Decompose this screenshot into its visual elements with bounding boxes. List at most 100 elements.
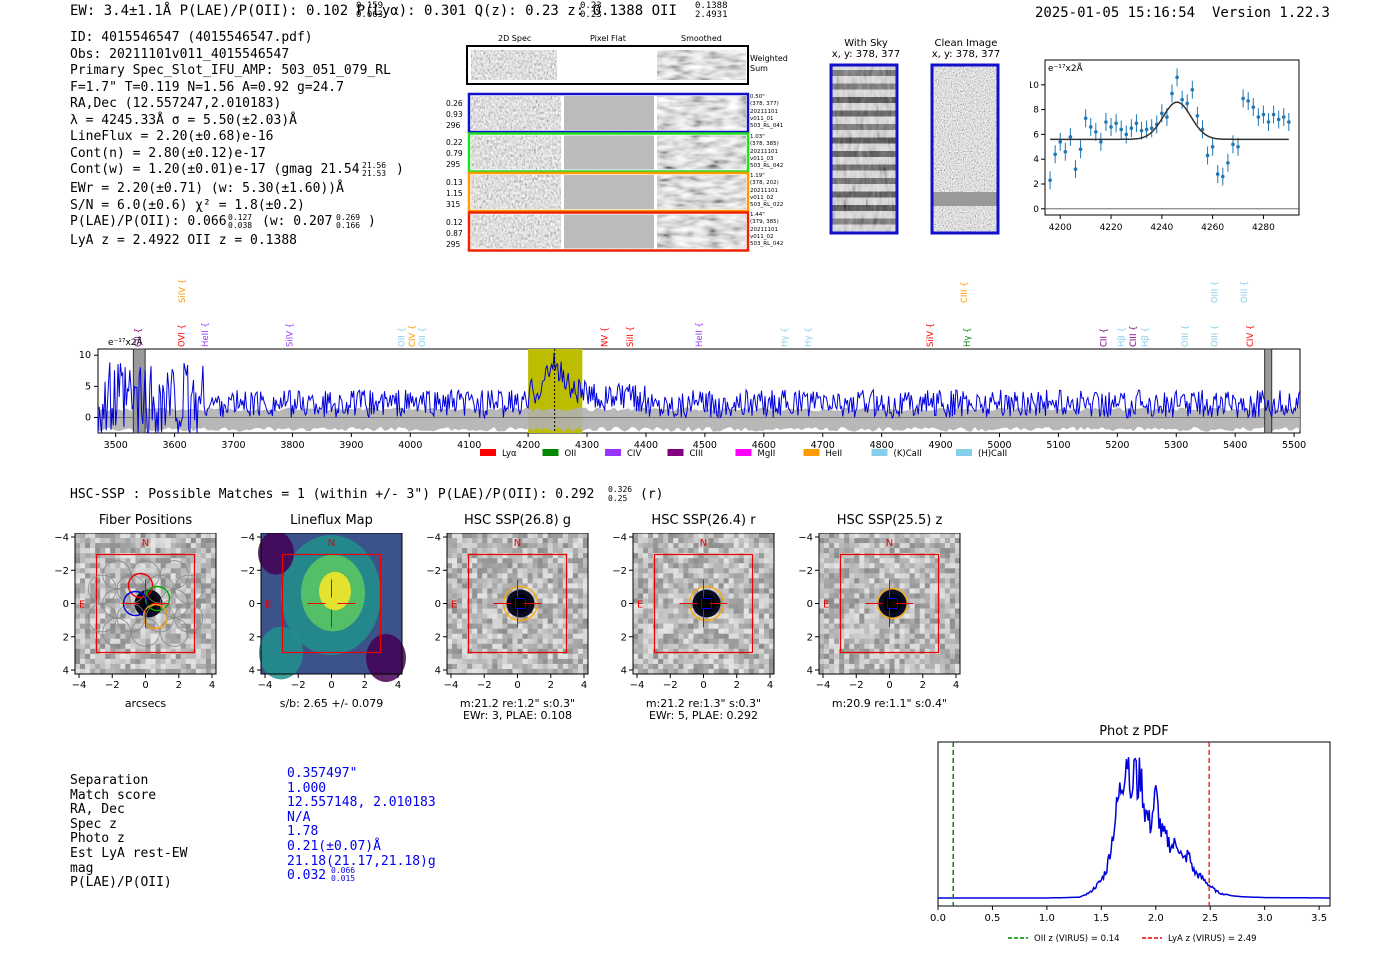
hsc-pixel: [517, 653, 523, 660]
spectrum-ytick-label: 0: [85, 412, 91, 423]
spectrum-xtick-label: 4300: [575, 440, 599, 451]
hsc-pixel: [834, 653, 840, 660]
hsc-pixel: [829, 668, 835, 675]
hsc-pixel: [869, 533, 875, 539]
hsc-pixel: [482, 613, 488, 619]
hsc-pixel: [673, 633, 679, 640]
hsc-pixel: [914, 608, 921, 614]
zoom-point: [1195, 114, 1200, 118]
hsc-pixel: [170, 578, 177, 584]
hsc-pixel: [180, 603, 187, 609]
hsc-pixel: [497, 608, 503, 614]
hsc-pixel: [894, 573, 900, 579]
hsc-pixel: [205, 593, 212, 599]
hsc-pixel: [658, 628, 664, 635]
hsc-pixel: [763, 648, 770, 655]
hsc-pixel: [683, 568, 689, 574]
hsc-pixel: [120, 543, 126, 549]
hsc-pixel: [859, 623, 865, 629]
hsc-pixel: [447, 563, 453, 569]
hsc-pixel: [447, 653, 453, 660]
hsc-pixel: [467, 538, 473, 544]
hsc-pixel: [130, 533, 136, 539]
hsc-pixel: [834, 588, 840, 594]
hsc-pixel: [693, 558, 699, 564]
hsc-pixel: [532, 653, 538, 660]
row3-meta: 503_RL_022: [750, 202, 784, 209]
hsc-pixel: [854, 573, 860, 579]
hsc-pixel: [934, 538, 941, 544]
hsc-pixel: [482, 623, 488, 629]
hsc-pixel: [748, 533, 755, 539]
hsc-pixel: [648, 583, 654, 589]
hsc-pixel: [512, 658, 518, 665]
hsc-pixel: [467, 553, 473, 559]
hsc-pixel: [135, 658, 141, 665]
hsc-pixel: [939, 658, 946, 665]
hsc-pixel: [467, 608, 473, 614]
hsc-pixel: [949, 558, 956, 564]
hsc-pixel: [909, 618, 915, 624]
hsc-pixel: [703, 628, 709, 635]
hsc-pixel: [190, 548, 197, 554]
hsc-pixel: [698, 573, 704, 579]
hsc-pixel: [527, 638, 533, 645]
hsc-pixel: [170, 598, 177, 604]
hsc-pixel: [452, 538, 458, 544]
hsc-pixel: [894, 653, 900, 660]
hsc-pixel: [532, 558, 538, 564]
hsc-pixel: [919, 603, 926, 609]
hsc-pixel: [698, 533, 704, 539]
hsc-pixel: [899, 623, 905, 629]
hsc-pixel: [708, 638, 714, 645]
hsc-pixel: [934, 633, 941, 640]
hsc-caption-line: m:20.9 re:1.1" s:0.4": [831, 697, 948, 710]
hsc-pixel: [698, 538, 704, 544]
hsc-pixel: [643, 568, 649, 574]
hsc-pixel: [839, 543, 845, 549]
hsc-pixel: [542, 538, 549, 544]
hsc-pixel: [718, 568, 724, 574]
hsc-pixel: [678, 558, 684, 564]
hsc-pixel: [663, 638, 669, 645]
hsc-pixel: [165, 593, 171, 599]
hsc-ytick-label: 0: [435, 599, 441, 610]
spectrum-line-label: CIV {: [1246, 325, 1256, 347]
hsc-pixel: [457, 533, 463, 539]
hsc-pixel: [557, 573, 564, 579]
hsc-pixel: [648, 668, 654, 675]
hsc-pixel: [743, 538, 750, 544]
clean-image-coord: x, y: 378, 377: [931, 49, 1001, 60]
hsc-pixel: [95, 608, 101, 614]
hsc-pixel: [683, 618, 689, 624]
hsc-pixel: [532, 613, 538, 619]
hsc-pixel: [552, 573, 559, 579]
hsc-pixel: [95, 653, 101, 660]
hsc-pixel: [914, 653, 921, 660]
hsc-ytick-label: 4: [249, 666, 255, 677]
hsc-pixel: [763, 538, 770, 544]
hsc-pixel: [703, 538, 709, 544]
hsc-pixel: [547, 643, 554, 650]
hsc-pixel: [728, 598, 735, 604]
hsc-pixel: [738, 598, 745, 604]
hsc-pixel: [869, 643, 875, 650]
hsc-pixel: [80, 628, 86, 635]
hsc-pixel: [849, 533, 855, 539]
hsc-pixel: [743, 568, 750, 574]
spectrum-line-label: OIII {: [1240, 281, 1250, 303]
hsc-pixel: [944, 578, 951, 584]
hsc-pixel: [120, 668, 126, 675]
hsc-pixel: [748, 608, 755, 614]
hsc-pixel: [195, 533, 202, 539]
hsc-pixel: [743, 633, 750, 640]
hsc-xtick-label: 2: [548, 680, 554, 691]
hsc-pixel: [472, 598, 478, 604]
hsc-pixel: [165, 623, 171, 629]
hsc-pixel: [633, 648, 639, 655]
hsc-pixel: [884, 578, 890, 584]
hsc-pixel: [829, 648, 835, 655]
hsc-pixel: [135, 618, 141, 624]
hsc-pixel: [447, 638, 453, 645]
hsc-pixel: [834, 608, 840, 614]
